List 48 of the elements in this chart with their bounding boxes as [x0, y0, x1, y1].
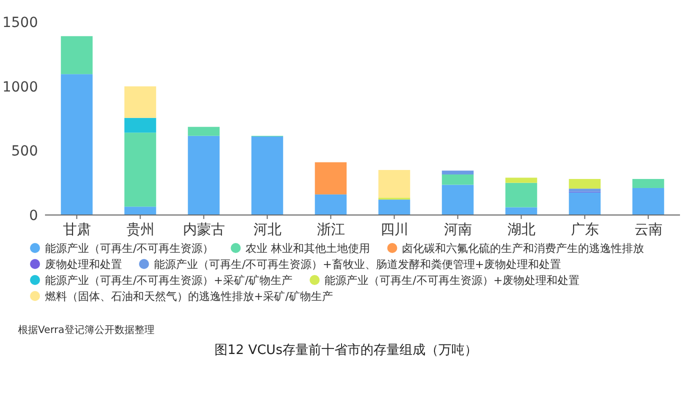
- bar: [632, 188, 664, 215]
- legend-label: 农业 林业和其他土地使用: [246, 242, 370, 255]
- bar: [60, 74, 93, 215]
- bar: [442, 184, 474, 215]
- text: 图12 VCUs存量前十省市的存量组成（万吨）: [214, 343, 478, 358]
- legend-label: 燃料（固体、石油和天然气）的逃逸性排放+采矿/矿物生产: [45, 290, 333, 303]
- y-tick-label: 0: [29, 208, 38, 224]
- bar: [251, 136, 284, 215]
- y-tick-label: 500: [11, 144, 38, 160]
- text: 根据Verra登记簿公开数据整理: [18, 324, 154, 336]
- y-tick-label: 1500: [2, 15, 38, 31]
- bar: [124, 206, 156, 215]
- bar: [442, 170, 474, 174]
- bar: [632, 178, 664, 188]
- bar: [378, 200, 410, 215]
- bar: [505, 178, 538, 183]
- legend-label: 能源产业（可再生/不可再生资源）+畜牧业、肠道发酵和粪便管理+废物处理和处置: [154, 258, 562, 271]
- y-tick-label: 1000: [2, 79, 38, 96]
- x-tick-label: 甘肃: [62, 222, 91, 238]
- x-tick-label: 四川: [380, 222, 408, 238]
- bar: [314, 162, 347, 194]
- bar: [60, 36, 93, 74]
- bar: [124, 118, 156, 133]
- bar: [314, 194, 347, 215]
- bar: [568, 188, 601, 192]
- legend-label: 废物处理和处置: [45, 258, 122, 271]
- bar: [124, 132, 156, 207]
- bar: [568, 192, 601, 215]
- legend-label: 卤化碳和六氟化硫的生产和消费产生的逃逸性排放: [402, 242, 644, 255]
- bar: [188, 126, 220, 136]
- bar: [124, 86, 156, 118]
- bar: [378, 170, 410, 198]
- bar: [505, 207, 538, 215]
- x-tick-label: 河南: [444, 222, 472, 238]
- x-tick-label: 湖北: [507, 222, 536, 238]
- legend-label: 能源产业（可再生/不可再生资源）: [45, 242, 214, 255]
- legend-label: 能源产业（可再生/不可再生资源）+废物处理和处置: [324, 274, 580, 287]
- x-tick-label: 河北: [253, 222, 282, 238]
- bar: [442, 174, 474, 185]
- bar: [505, 182, 538, 208]
- x-tick-label: 浙江: [316, 222, 345, 238]
- x-tick-label: 内蒙古: [182, 222, 225, 238]
- legend-label: 能源产业（可再生/不可再生资源）+采矿/矿物生产: [45, 274, 293, 287]
- bar: [188, 136, 220, 215]
- x-tick-label: 广东: [570, 222, 599, 238]
- bar: [568, 178, 601, 189]
- x-tick-label: 云南: [634, 222, 662, 238]
- x-tick-label: 贵州: [126, 222, 154, 238]
